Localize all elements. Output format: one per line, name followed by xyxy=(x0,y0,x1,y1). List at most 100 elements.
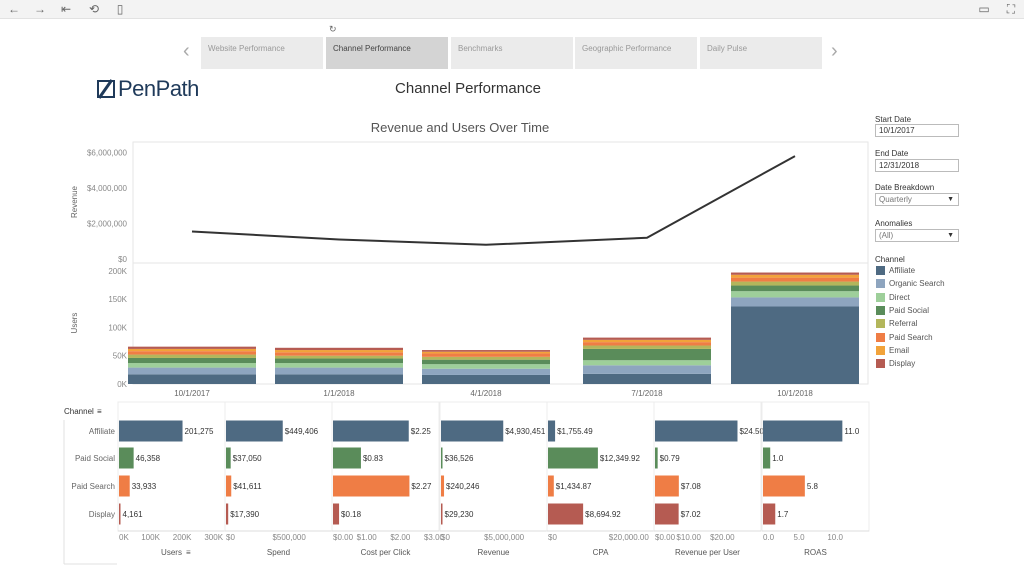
legend-item-email[interactable]: Email xyxy=(876,345,909,355)
tab-channel-performance[interactable]: Channel Performance xyxy=(326,37,448,69)
legend-item-display[interactable]: Display xyxy=(876,359,916,369)
column-tick-label: 0K xyxy=(119,533,129,542)
date-breakdown-value: Quarterly xyxy=(879,195,912,204)
column-header-cpa: CPA xyxy=(593,548,610,557)
logo: PenPath xyxy=(97,76,199,102)
column-tick-label: $20.00 xyxy=(710,533,735,542)
revert-icon[interactable]: ⟲ xyxy=(88,2,100,16)
legend-item-referral[interactable]: Referral xyxy=(876,319,917,329)
row-label-paid-social: Paid Social xyxy=(75,454,115,463)
tab-daily-pulse[interactable]: Daily Pulse xyxy=(700,37,822,69)
users-bar-organic-search xyxy=(128,367,256,375)
users-bar-organic-search xyxy=(583,365,711,374)
users-bar-paid-social xyxy=(128,357,256,364)
tab-benchmarks[interactable]: Benchmarks xyxy=(451,37,573,69)
column-header-spend: Spend xyxy=(267,548,290,557)
start-date-input[interactable]: 10/1/2017 xyxy=(875,124,959,137)
table-bar-roas xyxy=(763,420,843,442)
users-bar-display xyxy=(128,346,256,349)
revenue-tick-label: $6,000,000 xyxy=(87,149,128,158)
column-tick-label: $10.00 xyxy=(676,533,701,542)
start-date-label: Start Date xyxy=(875,115,912,124)
column-header-revenue: Revenue xyxy=(477,548,510,557)
users-bar-direct xyxy=(731,291,859,298)
tab-scroll-right-icon[interactable]: › xyxy=(831,40,838,62)
date-breakdown-select[interactable]: Quarterly ▼ xyxy=(875,193,959,206)
table-bar-label: $37,050 xyxy=(233,454,262,463)
table-bar-revenue xyxy=(441,447,443,469)
table-bar-label: 5.8 xyxy=(807,482,819,491)
back-icon[interactable]: ← xyxy=(8,2,20,16)
users-bar-direct xyxy=(422,364,550,369)
legend-item-organic-search[interactable]: Organic Search xyxy=(876,279,945,289)
table-bar-label: $41,611 xyxy=(233,482,262,491)
table-bar-label: 33,933 xyxy=(132,482,157,491)
table-bar-roas xyxy=(763,475,805,497)
table-bar-revenue-per-user xyxy=(655,503,679,525)
table-bar-label: $4,930,451 xyxy=(505,427,546,436)
end-date-input[interactable]: 12/31/2018 xyxy=(875,159,959,172)
refresh-icon[interactable]: ↻ xyxy=(329,24,337,34)
users-bar-display xyxy=(731,272,859,275)
legend-swatch xyxy=(876,266,885,275)
column-tick-label: $0.00 xyxy=(333,533,354,542)
x-axis-date-label: 7/1/2018 xyxy=(631,389,663,398)
legend-swatch xyxy=(876,279,885,289)
legend-swatch xyxy=(876,345,885,355)
column-header-revenue-per-user: Revenue per User xyxy=(675,548,740,557)
legend-label: Display xyxy=(889,359,916,369)
fullscreen-icon[interactable]: ⛶ xyxy=(1006,2,1016,16)
legend-label: Direct xyxy=(889,292,910,302)
users-bar-direct xyxy=(128,363,256,368)
table-bar-revenue-per-user xyxy=(655,475,679,497)
table-bar-roas xyxy=(763,447,771,469)
users-bar-email xyxy=(583,339,711,343)
x-axis-date-label: 10/1/2017 xyxy=(174,389,210,398)
legend-label: Paid Search xyxy=(889,332,933,342)
users-bar-referral xyxy=(422,356,550,360)
tab-scroll-left-icon[interactable]: ‹ xyxy=(183,40,190,62)
table-bar-cost-per-click xyxy=(333,503,340,525)
tab-geographic-performance[interactable]: Geographic Performance xyxy=(575,37,697,69)
users-bar-email xyxy=(422,351,550,354)
table-bar-label: $2.25 xyxy=(411,427,432,436)
x-axis-date-label: 1/1/2018 xyxy=(323,389,355,398)
legend-item-direct[interactable]: Direct xyxy=(876,292,910,302)
column-header-users: Users xyxy=(161,548,182,557)
users-bar-paid-search xyxy=(731,277,859,282)
sort-icon: ≡ xyxy=(186,548,191,557)
legend-item-paid-search[interactable]: Paid Search xyxy=(876,332,933,342)
users-bar-paid-search xyxy=(128,351,256,355)
users-bar-display xyxy=(583,337,711,340)
users-bar-affiliate xyxy=(128,374,256,384)
users-bar-referral xyxy=(128,354,256,358)
legend-swatch xyxy=(876,305,885,315)
comment-icon[interactable]: ▭ xyxy=(978,2,990,16)
revenue-tick-label: $0 xyxy=(118,255,127,264)
anomalies-select[interactable]: (All) ▼ xyxy=(875,229,959,242)
legend-item-affiliate[interactable]: Affiliate xyxy=(876,266,915,275)
end-date-label: End Date xyxy=(875,149,909,158)
pen-logo-icon xyxy=(97,80,115,98)
row-label-paid-search: Paid Search xyxy=(71,482,115,491)
users-bar-paid-search xyxy=(422,353,550,357)
table-bar-label: $7.08 xyxy=(681,482,702,491)
table-bar-users xyxy=(119,503,121,525)
page-title: Channel Performance xyxy=(395,80,541,97)
table-bar-spend xyxy=(226,475,232,497)
table-bar-label: $29,230 xyxy=(445,510,474,519)
table-bar-cost-per-click xyxy=(333,447,361,469)
forward-icon[interactable]: → xyxy=(34,2,46,16)
users-bar-display xyxy=(422,350,550,352)
table-bar-label: $12,349.92 xyxy=(600,454,641,463)
users-bar-organic-search xyxy=(275,367,403,375)
users-axis-label: Users xyxy=(70,313,79,334)
first-page-icon[interactable]: ⇤ xyxy=(60,2,72,16)
legend-item-paid-social[interactable]: Paid Social xyxy=(876,305,929,315)
users-bar-affiliate xyxy=(731,306,859,384)
users-bar-direct xyxy=(583,360,711,366)
legend-label: Affiliate xyxy=(889,266,916,275)
pause-icon[interactable]: ▯ xyxy=(116,2,124,16)
tab-website-performance[interactable]: Website Performance xyxy=(201,37,323,69)
